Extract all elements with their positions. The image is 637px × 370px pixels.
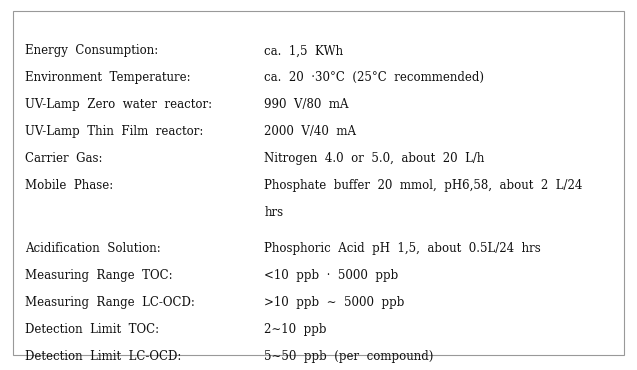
Text: ca.  20  ·30°C  (25°C  recommended): ca. 20 ·30°C (25°C recommended) xyxy=(264,71,484,84)
Text: Acidification  Solution:: Acidification Solution: xyxy=(25,242,161,255)
Text: Carrier  Gas:: Carrier Gas: xyxy=(25,152,103,165)
Text: >10  ppb  ∼  5000  ppb: >10 ppb ∼ 5000 ppb xyxy=(264,296,404,309)
Text: Energy  Consumption:: Energy Consumption: xyxy=(25,44,159,57)
Text: ca.  1,5  KWh: ca. 1,5 KWh xyxy=(264,44,343,57)
Text: Nitrogen  4.0  or  5.0,  about  20  L/h: Nitrogen 4.0 or 5.0, about 20 L/h xyxy=(264,152,485,165)
Text: Detection  Limit  LC-OCD:: Detection Limit LC-OCD: xyxy=(25,350,182,363)
Text: Measuring  Range  TOC:: Measuring Range TOC: xyxy=(25,269,173,282)
FancyBboxPatch shape xyxy=(13,11,624,355)
Text: Phosphoric  Acid  pH  1,5,  about  0.5L/24  hrs: Phosphoric Acid pH 1,5, about 0.5L/24 hr… xyxy=(264,242,541,255)
Text: Phosphate  buffer  20  mmol,  pH6,58,  about  2  L/24: Phosphate buffer 20 mmol, pH6,58, about … xyxy=(264,179,583,192)
Text: 2000  V/40  mA: 2000 V/40 mA xyxy=(264,125,356,138)
Text: hrs: hrs xyxy=(264,206,283,219)
Text: Detection  Limit  TOC:: Detection Limit TOC: xyxy=(25,323,160,336)
Text: 2∼10  ppb: 2∼10 ppb xyxy=(264,323,327,336)
Text: UV-Lamp  Zero  water  reactor:: UV-Lamp Zero water reactor: xyxy=(25,98,213,111)
Text: Mobile  Phase:: Mobile Phase: xyxy=(25,179,114,192)
Text: 990  V/80  mA: 990 V/80 mA xyxy=(264,98,349,111)
Text: 5∼50  ppb  (per  compound): 5∼50 ppb (per compound) xyxy=(264,350,434,363)
Text: Environment  Temperature:: Environment Temperature: xyxy=(25,71,191,84)
Text: Measuring  Range  LC-OCD:: Measuring Range LC-OCD: xyxy=(25,296,196,309)
Text: UV-Lamp  Thin  Film  reactor:: UV-Lamp Thin Film reactor: xyxy=(25,125,204,138)
Text: <10  ppb  ·  5000  ppb: <10 ppb · 5000 ppb xyxy=(264,269,399,282)
